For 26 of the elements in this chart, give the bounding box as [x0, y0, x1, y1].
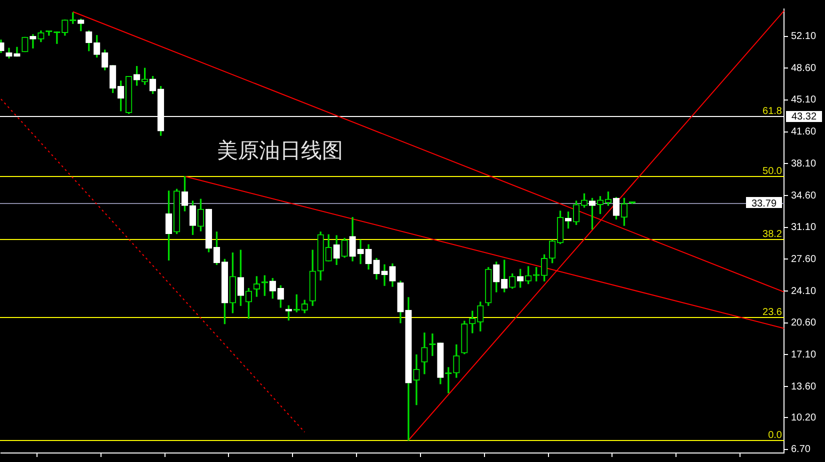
- y-tick-label: 17.10: [791, 349, 816, 360]
- annotation: 38.2: [762, 229, 782, 240]
- y-tick-label: 27.60: [791, 254, 816, 265]
- candlestick: [357, 240, 364, 264]
- candlestick: [413, 354, 420, 406]
- y-tick-label: 31.10: [791, 222, 816, 234]
- candlestick: [30, 34, 36, 48]
- ref-line-label: 33.79: [751, 198, 777, 210]
- y-tick-label: 20.60: [791, 318, 816, 329]
- y-tick-label: 24.10: [791, 286, 816, 297]
- y-tick-label: 41.60: [791, 126, 816, 138]
- y-tick-label: 10.20: [791, 412, 816, 424]
- text: 美原油日线图: [217, 138, 343, 162]
- candlestick: [381, 264, 388, 286]
- annotation: 23.6: [762, 307, 782, 318]
- y-tick-label: 45.10: [791, 94, 816, 106]
- annotation: 61.8: [762, 106, 782, 117]
- y-tick-label: 48.60: [791, 62, 816, 74]
- ref-line-label: 43.32: [791, 111, 817, 122]
- y-tick-label: 6.70: [791, 444, 811, 456]
- y-tick-label: 52.10: [791, 31, 816, 42]
- annotation: 50.0: [762, 166, 782, 177]
- y-tick-label: 34.60: [791, 190, 816, 202]
- annotation: 0.0: [768, 430, 782, 441]
- y-tick-label: 38.10: [791, 158, 816, 170]
- y-tick-label: 13.60: [791, 381, 816, 392]
